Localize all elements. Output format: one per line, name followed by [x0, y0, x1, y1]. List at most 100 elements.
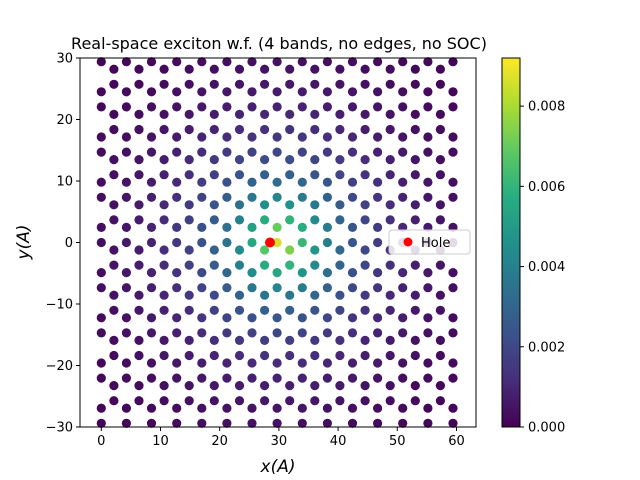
lattice-point — [184, 215, 194, 225]
lattice-point — [146, 57, 157, 67]
lattice-point — [360, 124, 370, 135]
lattice-point — [234, 260, 245, 270]
lattice-point — [146, 192, 157, 202]
lattice-point — [448, 313, 458, 323]
lattice-point — [260, 260, 270, 270]
lattice-point — [134, 200, 144, 210]
lattice-point — [335, 305, 345, 315]
lattice-point — [96, 268, 106, 278]
lattice-point — [322, 268, 332, 278]
lattice-point — [109, 64, 119, 74]
lattice-point — [134, 260, 144, 270]
lattice-point — [398, 177, 408, 187]
lattice-point — [373, 192, 383, 202]
lattice-point — [222, 418, 232, 428]
lattice-point — [197, 102, 207, 112]
x-tick-label: 20 — [211, 434, 228, 449]
lattice-point — [172, 403, 182, 413]
lattice-point — [373, 268, 383, 278]
lattice-point — [360, 200, 370, 210]
lattice-point — [247, 373, 257, 383]
lattice-point — [373, 358, 383, 368]
lattice-point — [134, 215, 144, 225]
colorbar-tick-label: 0.004 — [528, 260, 565, 275]
lattice-point — [385, 305, 395, 315]
lattice-point — [423, 328, 433, 338]
lattice-point — [385, 381, 395, 391]
lattice-point — [297, 268, 307, 278]
lattice-point — [310, 64, 320, 74]
lattice-point — [260, 79, 270, 89]
legend-hole-label: Hole — [421, 236, 450, 251]
lattice-point — [335, 79, 345, 89]
lattice-point — [272, 102, 282, 112]
lattice-point — [260, 155, 270, 165]
lattice-point — [247, 177, 257, 187]
x-tick-label: 60 — [448, 434, 465, 449]
lattice-point — [247, 147, 257, 157]
lattice-point — [322, 132, 332, 142]
lattice-point — [322, 147, 332, 157]
lattice-point — [410, 260, 420, 270]
lattice-point — [272, 268, 282, 278]
lattice-point — [297, 403, 307, 413]
lattice-point — [234, 290, 245, 300]
lattice-point — [322, 283, 332, 293]
lattice-point — [423, 268, 433, 278]
lattice-point — [347, 373, 358, 383]
lattice-point — [146, 283, 157, 293]
y-tick-label: −30 — [46, 421, 73, 436]
lattice-point — [222, 132, 232, 142]
lattice-point — [360, 350, 370, 361]
lattice-point — [360, 305, 370, 315]
y-axis: −30 −20 −10 0 10 20 30 — [46, 52, 80, 436]
lattice-point — [347, 268, 358, 278]
lattice-point — [96, 373, 106, 383]
lattice-point — [222, 102, 232, 112]
lattice-point — [121, 222, 131, 232]
lattice-point — [272, 283, 282, 293]
lattice-point — [172, 313, 182, 323]
lattice-point — [184, 305, 194, 315]
lattice-point — [335, 245, 345, 255]
lattice-point — [373, 57, 383, 67]
lattice-point — [373, 222, 383, 232]
lattice-point — [322, 192, 332, 202]
lattice-point — [96, 313, 106, 323]
y-tick-label: 0 — [65, 236, 73, 251]
lattice-point — [172, 328, 182, 338]
lattice-point — [146, 147, 157, 157]
lattice-point — [335, 170, 345, 180]
lattice-point — [410, 381, 420, 391]
lattice-point — [197, 358, 207, 368]
lattice-point — [448, 177, 458, 187]
lattice-point — [272, 358, 282, 368]
lattice-point — [448, 147, 458, 157]
lattice-point — [385, 155, 395, 165]
lattice-point — [260, 64, 270, 74]
hole-layer — [265, 237, 275, 248]
colorbar-tick-label: 0.000 — [528, 421, 565, 436]
lattice-point — [398, 403, 408, 413]
x-tick-label: 40 — [330, 434, 347, 449]
lattice-point — [335, 290, 345, 300]
lattice-point — [322, 102, 332, 112]
lattice-point — [410, 155, 420, 165]
lattice-point — [435, 124, 445, 135]
lattice-point — [159, 124, 169, 135]
lattice-point — [172, 222, 182, 232]
lattice-point — [272, 132, 282, 142]
lattice-point — [247, 87, 257, 97]
lattice-point — [360, 396, 370, 406]
lattice-point — [209, 200, 219, 210]
lattice-point — [222, 313, 232, 323]
lattice-point — [184, 350, 194, 361]
lattice-point — [272, 177, 282, 187]
y-tick-label: 30 — [56, 52, 73, 67]
lattice-point — [222, 237, 232, 248]
lattice-point — [109, 350, 119, 361]
lattice-point — [134, 396, 144, 406]
lattice-point — [134, 170, 144, 180]
lattice-point — [435, 200, 445, 210]
lattice-point — [310, 245, 320, 255]
